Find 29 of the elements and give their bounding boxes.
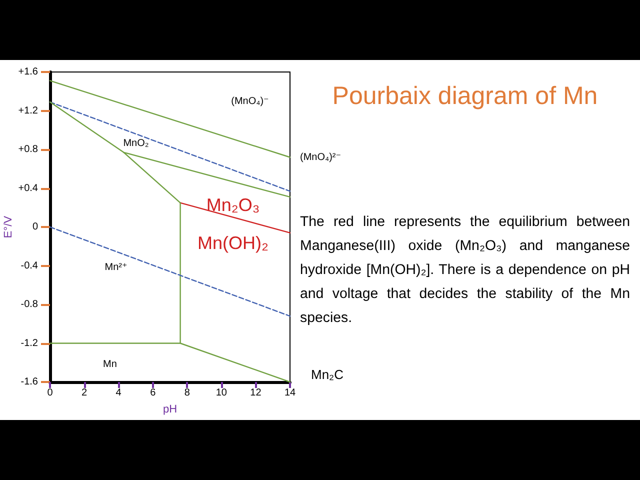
annotation: Mn₂O₃ [205, 194, 261, 217]
x-tick-label: 4 [116, 388, 122, 398]
x-tick-label: 10 [216, 388, 228, 398]
annotation: (MnO₄)⁻ [230, 95, 270, 109]
x-tick-label: 14 [284, 388, 296, 398]
y-tick-label: +1.2 [18, 105, 38, 116]
y-tick-label: -0.8 [20, 299, 38, 310]
y-tick-label: +0.4 [18, 182, 38, 194]
x-tick-label: 0 [47, 388, 54, 398]
y-axis-title: E°/V [2, 215, 14, 238]
annotation: (MnO₄)²⁻ [300, 152, 342, 163]
y-tick-label: -0.4 [20, 260, 38, 272]
text: Mn₂C [311, 367, 344, 382]
text: The red line represents the equilibrium between Manganese(III) oxide (Mn₂O₃) and manganese hydroxide [Mn(OH)₂]. There is a dependence on pH and voltage that decides the stability of the Mn species. [300, 213, 630, 328]
y-tick-label: -1.2 [20, 338, 38, 349]
y-tick-label: 0 [32, 222, 38, 232]
text: Pourbaix diagram of Mn [331, 82, 599, 111]
x-tick-label: 8 [184, 388, 190, 398]
x-axis-title: pH [162, 404, 178, 416]
y-tick-label: +1.6 [18, 66, 38, 78]
x-tick-label: 2 [82, 388, 88, 398]
annotation: MnO₂ [122, 137, 150, 151]
annotation: Mn [102, 358, 118, 372]
x-tick-label: 12 [250, 388, 262, 398]
y-tick-label: +0.8 [18, 144, 38, 155]
annotation: Mn(OH)₂ [196, 232, 270, 255]
y-tick-label: -1.6 [20, 376, 38, 388]
annotation: Mn²⁺ [104, 261, 128, 275]
x-tick-label: 6 [150, 388, 156, 398]
